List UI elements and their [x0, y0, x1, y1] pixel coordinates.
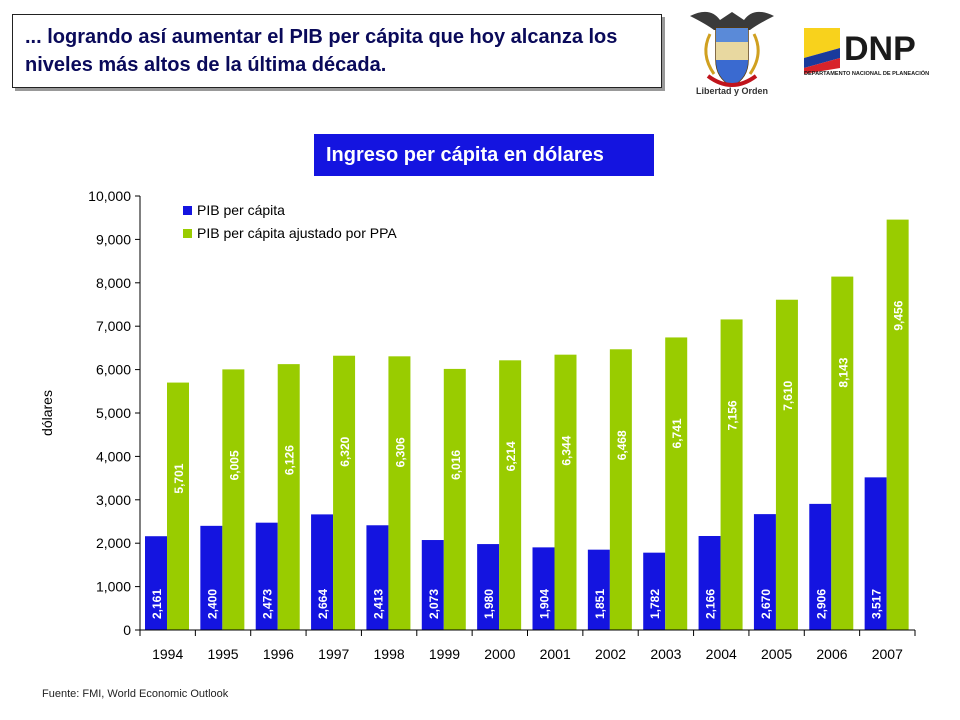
- bar-pib-ppa: [388, 356, 411, 630]
- legend-label: PIB per cápita: [197, 202, 285, 218]
- data-label-pib-ppa: 9,456: [892, 300, 906, 330]
- data-label-pib-ppa: 6,126: [283, 445, 297, 475]
- x-tick-label: 1998: [374, 646, 405, 662]
- x-tick-label: 2003: [650, 646, 681, 662]
- bar-pib-ppa: [665, 337, 688, 630]
- bar-pib-ppa: [499, 360, 522, 630]
- bar-pib-ppa: [167, 382, 189, 630]
- y-tick-label: 2,000: [96, 535, 131, 551]
- bar-pib-ppa: [886, 219, 909, 630]
- y-tick-label: 5,000: [96, 405, 131, 421]
- data-label-pib-ppa: 6,741: [670, 418, 684, 448]
- data-label-pib-ppa: 6,320: [338, 436, 352, 466]
- bar-pib-ppa: [222, 369, 245, 630]
- y-tick-label: 9,000: [96, 231, 131, 247]
- bar-pib-ppa: [831, 276, 854, 630]
- data-label-pib-per-capita: 3,517: [870, 589, 884, 619]
- y-axis-label: dólares: [39, 390, 55, 436]
- x-tick-label: 2000: [484, 646, 515, 662]
- data-label-pib-ppa: 8,143: [836, 357, 850, 387]
- data-label-pib-ppa: 6,005: [227, 450, 241, 480]
- bar-pib-per-capita: [255, 522, 278, 630]
- bar-pib-per-capita: [366, 525, 389, 630]
- bar-chart: 0 1,000 2,000 3,000 4,000 5,000 6,000 7,000 8,00…: [39, 188, 916, 662]
- dnp-logo: DNP DEPARTAMENTO NACIONAL DE PLANEACIÓN: [804, 28, 929, 77]
- logo-subtitle: DEPARTAMENTO NACIONAL DE PLANEACIÓN: [804, 69, 929, 77]
- x-tick-label: 2001: [540, 646, 571, 662]
- headline-box: ... logrando así aumentar el PIB per cáp…: [12, 14, 662, 88]
- x-tick-label: 2006: [816, 646, 847, 662]
- flag-red: [804, 58, 840, 74]
- data-label-pib-per-capita: 2,400: [205, 589, 219, 619]
- legend-swatch: [183, 229, 192, 238]
- bar-pib-per-capita: [200, 525, 223, 630]
- x-tick-label: 1994: [152, 646, 183, 662]
- coat-of-arms-seal: [690, 11, 774, 87]
- y-tick-label: 7,000: [96, 318, 131, 334]
- x-tick-label: 2004: [706, 646, 737, 662]
- data-label-pib-per-capita: 2,161: [150, 589, 164, 619]
- y-tick-label: 0: [123, 622, 131, 638]
- bar-pib-per-capita: [864, 477, 887, 630]
- seal-caption: Libertad y Orden: [695, 86, 768, 96]
- x-tick-label: 2007: [872, 646, 903, 662]
- x-tick-label: 1996: [263, 646, 294, 662]
- data-label-pib-ppa: 6,306: [393, 437, 407, 467]
- y-tick-label: 1,000: [96, 579, 131, 595]
- bar-pib-ppa: [333, 355, 356, 630]
- data-label-pib-per-capita: 2,670: [759, 589, 773, 619]
- chart-title: Ingreso per cápita en dólares: [326, 144, 604, 166]
- bar-pib-per-capita: [532, 547, 555, 630]
- bar-pib-per-capita: [809, 503, 832, 630]
- headline-text: ... logrando así aumentar el PIB per cáp…: [25, 26, 618, 76]
- bar-pib-per-capita: [698, 535, 721, 630]
- bar-pib-ppa: [277, 364, 300, 630]
- y-tick-label: 8,000: [96, 275, 131, 291]
- bar-pib-ppa: [443, 368, 466, 630]
- x-tick-label: 2005: [761, 646, 792, 662]
- data-label-pib-ppa: 6,468: [615, 430, 629, 460]
- source-note: Fuente: FMI, World Economic Outlook: [42, 688, 229, 700]
- data-label-pib-per-capita: 1,851: [593, 589, 607, 619]
- data-label-pib-ppa: 6,214: [504, 441, 518, 471]
- logo-brand: DNP: [844, 30, 916, 68]
- x-tick-label: 1995: [207, 646, 238, 662]
- bar-pib-per-capita: [145, 536, 167, 630]
- data-label-pib-ppa: 6,016: [449, 450, 463, 480]
- bar-pib-per-capita: [477, 544, 500, 630]
- data-label-pib-ppa: 7,156: [726, 400, 740, 430]
- data-label-pib-per-capita: 2,413: [371, 589, 385, 619]
- bar-pib-ppa: [720, 319, 743, 630]
- x-tick-label: 1997: [318, 646, 349, 662]
- bar-pib-per-capita: [587, 549, 610, 630]
- data-label-pib-per-capita: 1,782: [648, 589, 662, 619]
- bar-pib-per-capita: [421, 540, 444, 630]
- y-tick-label: 6,000: [96, 362, 131, 378]
- bar-pib-ppa: [554, 354, 577, 630]
- bar-pib-per-capita: [311, 514, 334, 630]
- bar-pib-ppa: [775, 299, 798, 630]
- data-label-pib-per-capita: 2,664: [316, 589, 330, 619]
- y-tick-label: 4,000: [96, 448, 131, 464]
- data-label-pib-per-capita: 1,904: [538, 589, 552, 619]
- chart-title-box: Ingreso per cápita en dólares: [314, 134, 654, 176]
- legend-swatch: [183, 206, 192, 215]
- data-label-pib-per-capita: 1,980: [482, 589, 496, 619]
- y-tick-label: 10,000: [88, 188, 131, 204]
- bar-pib-per-capita: [643, 552, 666, 630]
- data-label-pib-per-capita: 2,073: [427, 589, 441, 619]
- data-label-pib-ppa: 6,344: [560, 435, 574, 465]
- data-label-pib-per-capita: 2,906: [814, 589, 828, 619]
- data-label-pib-per-capita: 2,473: [261, 589, 275, 619]
- bar-pib-per-capita: [753, 514, 776, 630]
- flag-blue: [804, 48, 840, 68]
- data-label-pib-per-capita: 2,166: [704, 589, 718, 619]
- bar-pib-ppa: [609, 349, 632, 630]
- y-tick-label: 3,000: [96, 492, 131, 508]
- data-label-pib-ppa: 5,701: [172, 463, 186, 493]
- x-tick-label: 2002: [595, 646, 626, 662]
- data-label-pib-ppa: 7,610: [781, 380, 795, 410]
- x-tick-label: 1999: [429, 646, 460, 662]
- legend-label: PIB per cápita ajustado por PPA: [197, 225, 397, 241]
